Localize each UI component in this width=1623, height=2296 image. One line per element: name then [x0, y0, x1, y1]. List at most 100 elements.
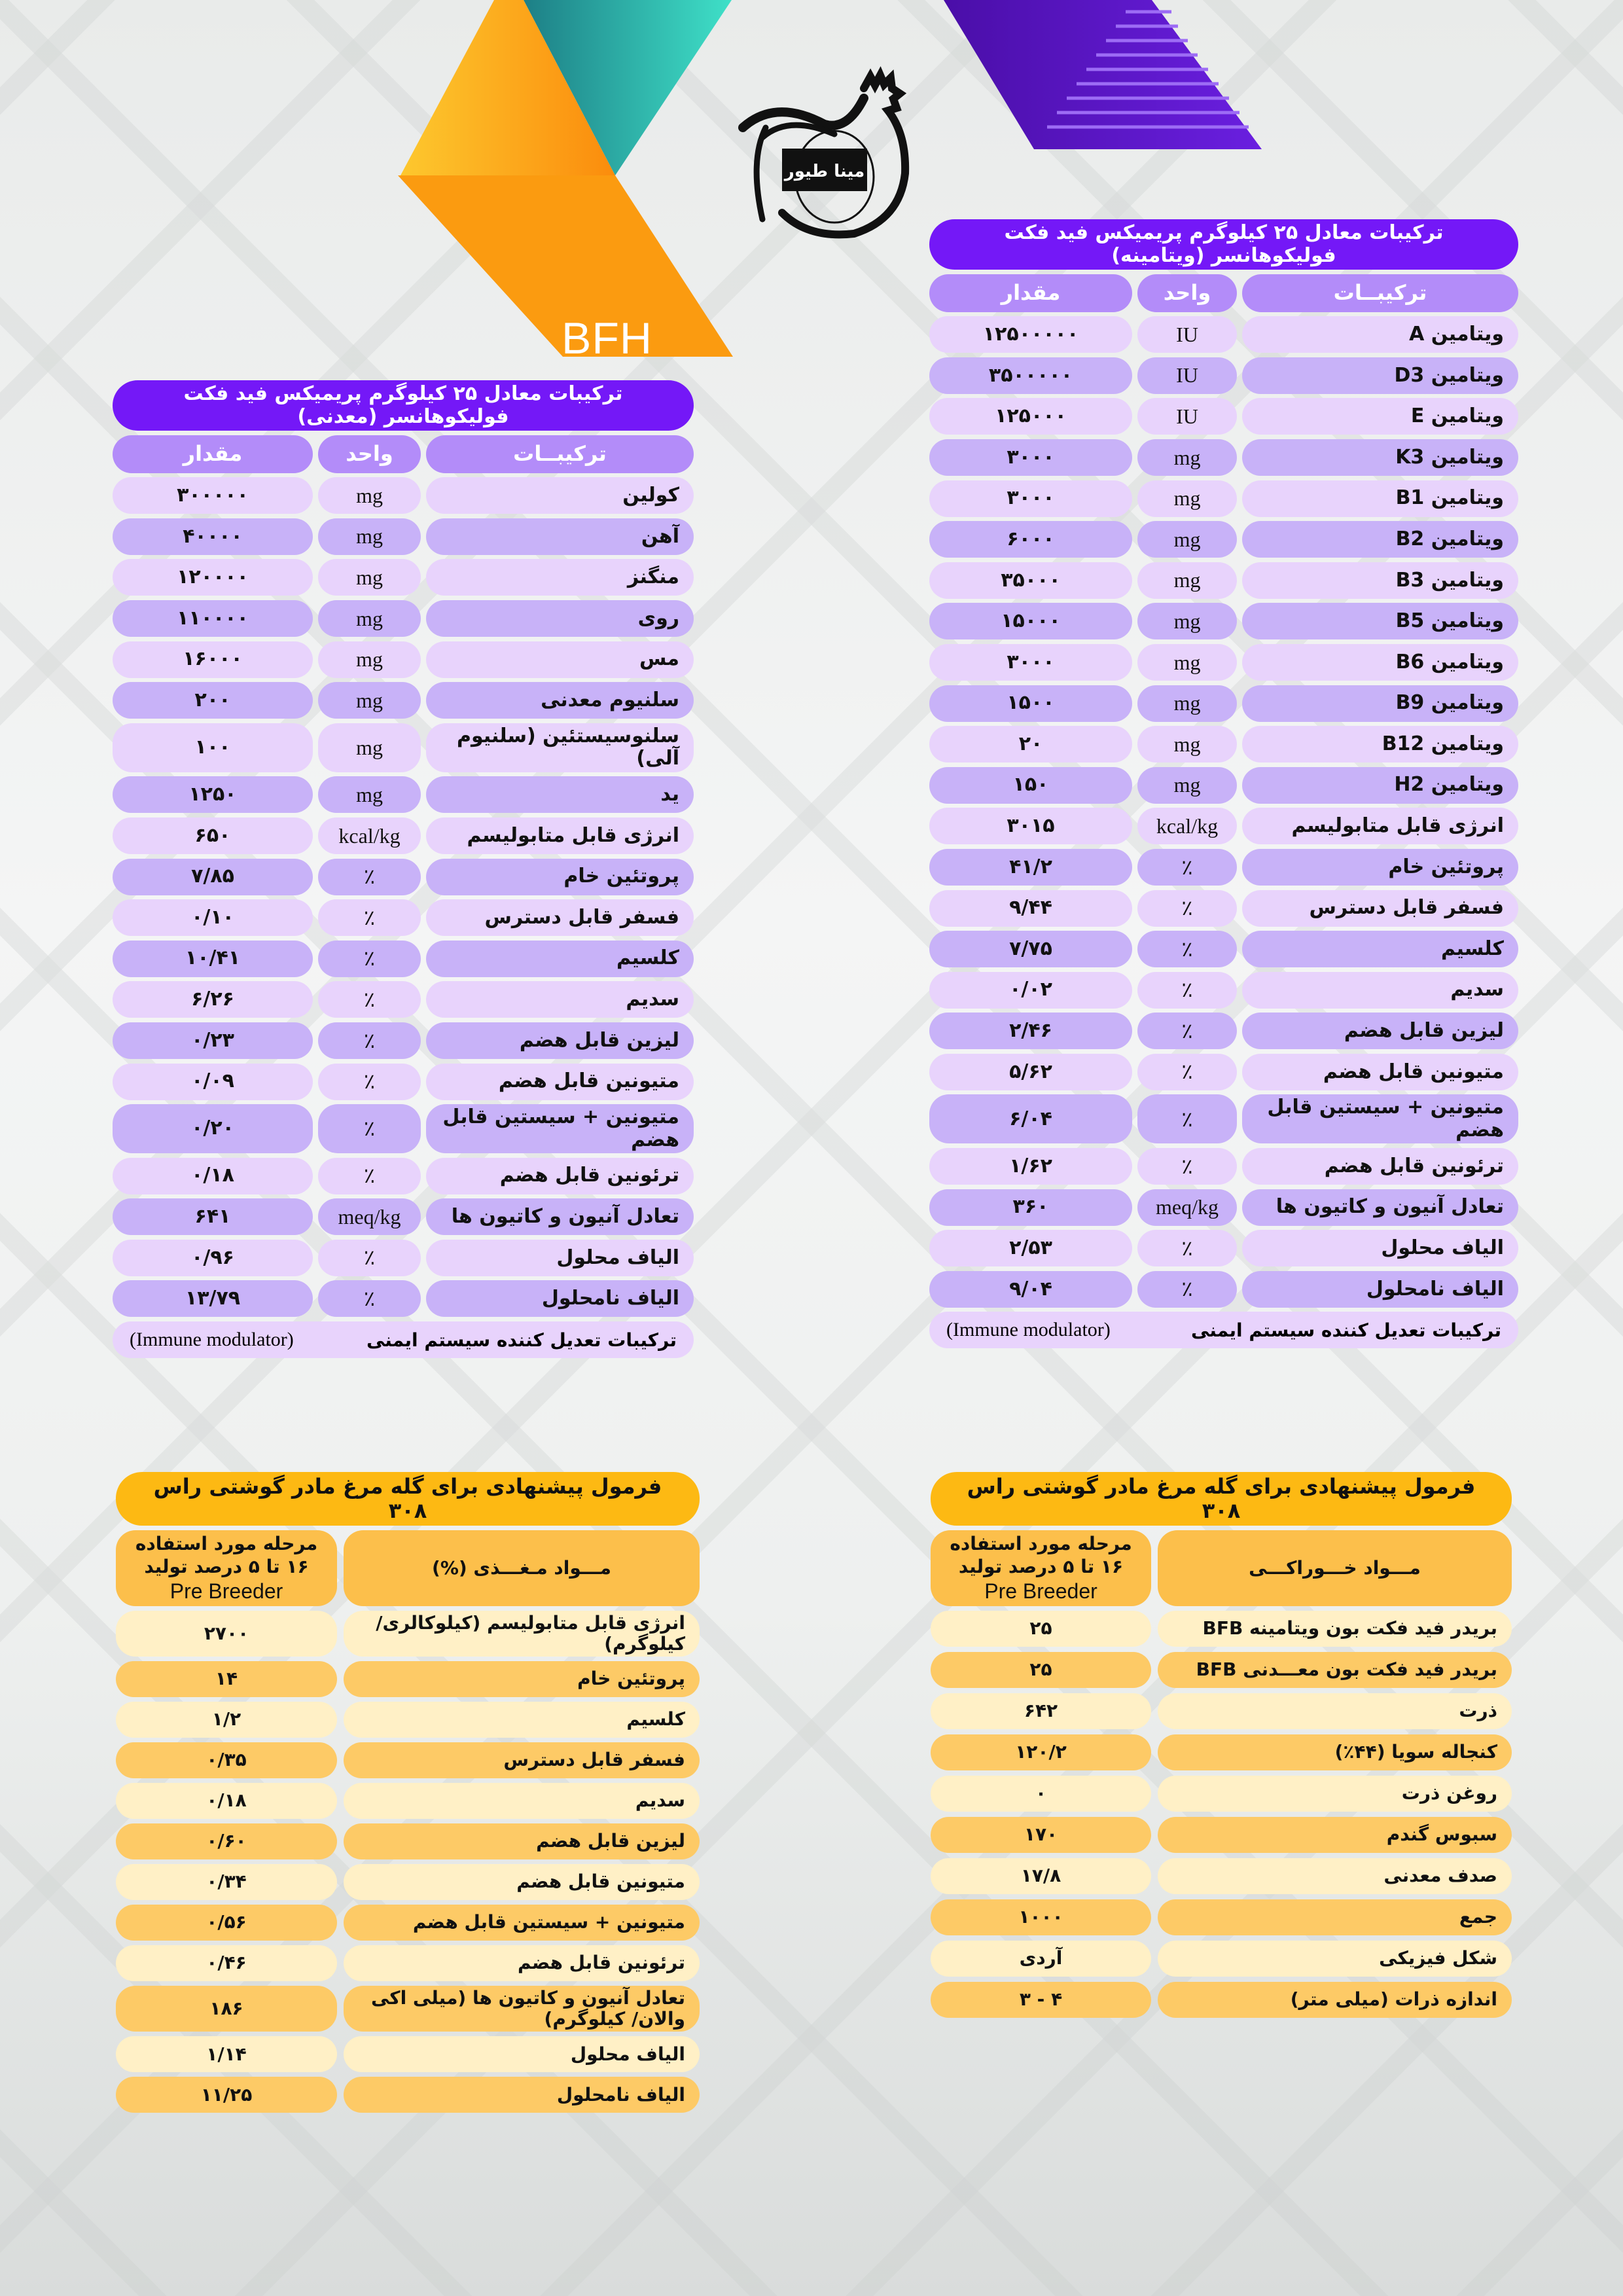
cell-value: ۰/۱۸	[113, 1157, 313, 1194]
cell-unit: IU	[1137, 316, 1237, 353]
cell-unit: mg	[1137, 685, 1237, 722]
cell-name: الیاف محلول	[344, 2036, 700, 2073]
cell-name: فسفر قابل دسترس	[1242, 889, 1518, 927]
column-header-ingredient: ترکیبــات	[1242, 274, 1518, 312]
cell-value: ۶/۰۴	[929, 1094, 1132, 1144]
cell-value: ۱۵۰۰	[929, 685, 1132, 722]
cell-value: ۰	[931, 1775, 1151, 1812]
cell-value: ۲۵	[931, 1651, 1151, 1688]
cell-name: انرژی قابل متابولیسم	[426, 817, 694, 854]
cell-name: صدف معدنی	[1158, 1857, 1512, 1894]
cell-unit: mg	[318, 682, 421, 719]
cell-value: ۶۵۰	[113, 817, 313, 854]
cell-unit: ٪	[1137, 1053, 1237, 1090]
cell-value: ۰/۹۶	[113, 1239, 313, 1276]
cell-name: تعادل آنیون و کاتیون ها	[1242, 1189, 1518, 1226]
cell-name: ویتامین B3	[1242, 562, 1518, 599]
stage-line-en: Pre Breeder	[169, 1579, 283, 1603]
cell-unit: ٪	[1137, 1270, 1237, 1308]
cell-name: متیونین قابل هضم	[344, 1863, 700, 1900]
cell-value: ۱۵۰۰۰	[929, 603, 1132, 640]
table-row: ترئونین قابل هضم ٪ ۰/۱۸	[113, 1157, 694, 1194]
column-header-stage: مرحله مورد استفاده ۱۶ تا ۵ درصد تولید Pr…	[116, 1530, 337, 1606]
cell-value: ۱۱۰۰۰۰	[113, 600, 313, 637]
cell-name: الیاف نامحلول	[426, 1280, 694, 1318]
cell-value: ۰/۳۴	[116, 1863, 337, 1900]
cell-value: ۱۸۶	[116, 1985, 337, 2032]
table-row: ویتامین B1 mg ۳۰۰۰	[929, 480, 1518, 517]
cell-unit: IU	[1137, 398, 1237, 435]
cell-name: کلسیم	[1242, 931, 1518, 968]
cell-name: متیونین + سیستین قابل هضم	[344, 1904, 700, 1941]
table-title: ترکیبات معادل ۲۵ کیلوگرم پریمیکس فید فکت…	[113, 380, 694, 431]
table-row: کلسیم ٪ ۱۰/۴۱	[113, 940, 694, 977]
cell-unit: IU	[1137, 357, 1237, 394]
table-row: مس mg ۱۶۰۰۰	[113, 641, 694, 678]
cell-value: ۱/۶۲	[929, 1148, 1132, 1185]
cell-value: ۰/۱۰	[113, 899, 313, 937]
cell-name: لیزین قابل هضم	[1242, 1013, 1518, 1050]
table-row: تعادل آنیون و کاتیون ها meq/kg ۳۶۰	[929, 1189, 1518, 1226]
cell-unit: ٪	[318, 940, 421, 977]
table-row: آهن mg ۴۰۰۰۰	[113, 518, 694, 555]
table-row: الیاف نامحلول ٪ ۹/۰۴	[929, 1270, 1518, 1308]
cell-value: ۱۱/۲۵	[116, 2077, 337, 2113]
table-row: پروتئین خام ٪ ۷/۸۵	[113, 858, 694, 895]
cell-value: ۶۴۲	[931, 1693, 1151, 1729]
decorative-shapes	[398, 0, 1262, 357]
stage-line: ۱۶ تا ۵ درصد تولید	[144, 1555, 309, 1577]
cell-value: ۱۶۰۰۰	[113, 641, 313, 678]
table-row: بریدر فید فکت بون معـــدنی BFB ۲۵	[931, 1651, 1512, 1688]
table-row: کنجاله سویا (۴۴٪) ۱۲۰/۲	[931, 1734, 1512, 1770]
cell-value: ۶۰۰۰	[929, 521, 1132, 558]
table-row: تعادل آنیون و کاتیون ها (میلی اکی والان/…	[116, 1985, 700, 2032]
cell-name: انرژی قابل متابولیسم	[1242, 808, 1518, 845]
column-header-amount: مقدار	[929, 274, 1132, 312]
table-row: شکل فیزیکی آردی	[931, 1940, 1512, 1977]
orange-triangle	[401, 0, 615, 175]
column-header-nutrient: مـــواد مـغـــذی (%)	[344, 1530, 700, 1606]
cell-value: ۲/۵۳	[929, 1230, 1132, 1267]
cell-name: پروتئین خام	[426, 858, 694, 895]
table-row: کلسیم ۱/۲	[116, 1701, 700, 1738]
cell-value: ۰/۰۹	[113, 1063, 313, 1100]
cell-name: پروتئین خام	[344, 1660, 700, 1697]
cell-value: ۱۵۰	[929, 766, 1132, 804]
cell-unit: ٪	[318, 1280, 421, 1318]
immune-modulator-row: ترکیبات تعدیل کننده سیستم ایمنی (Immune …	[113, 1321, 694, 1359]
cell-value: ۱۳/۷۹	[113, 1280, 313, 1318]
cell-unit: ٪	[1137, 889, 1237, 927]
cell-name: ویتامین K3	[1242, 439, 1518, 476]
mineral-premix-table: ترکیبات معادل ۲۵ کیلوگرم پریمیکس فید فکت…	[113, 380, 694, 1359]
table-row: متیونین قابل هضم ۰/۳۴	[116, 1863, 700, 1900]
cell-name: انرژی قابل متابولیسم (کیلوکالری/کیلوگرم)	[344, 1610, 700, 1657]
table-row: ویتامین E IU ۱۲۵۰۰۰	[929, 398, 1518, 435]
cell-name: الیاف محلول	[1242, 1230, 1518, 1267]
cell-value: ۵/۶۲	[929, 1053, 1132, 1090]
cell-value: ۱/۱۴	[116, 2036, 337, 2073]
table-row: سلنیوم معدنی mg ۲۰۰	[113, 682, 694, 719]
cell-name: کنجاله سویا (۴۴٪)	[1158, 1734, 1512, 1770]
table-row: متیونین + سیستین قابل هضم ٪ ۶/۰۴	[929, 1094, 1518, 1144]
cell-name: آهن	[426, 518, 694, 555]
cell-value: ۱/۲	[116, 1701, 337, 1738]
cell-unit: ٪	[1137, 1148, 1237, 1185]
table-row: فسفر قابل دسترس ۰/۳۵	[116, 1742, 700, 1778]
stage-line: ۱۶ تا ۵ درصد تولید	[958, 1555, 1124, 1577]
cell-unit: ٪	[318, 899, 421, 937]
table-row: الیاف محلول ٪ ۲/۵۳	[929, 1230, 1518, 1267]
stage-line: مرحله مورد استفاده	[950, 1532, 1132, 1554]
cell-value: ۹/۰۴	[929, 1270, 1132, 1308]
cell-name: ویتامین B6	[1242, 643, 1518, 681]
vitamin-premix-table: ترکیبات معادل ۲۵ کیلوگرم پریمیکس فید فکت…	[929, 219, 1518, 1349]
cell-unit: ٪	[1137, 931, 1237, 968]
immune-modulator-en: (Immune modulator)	[130, 1329, 294, 1351]
table-row: ویتامین B2 mg ۶۰۰۰	[929, 521, 1518, 558]
cell-unit: ٪	[318, 1104, 421, 1154]
teal-triangle	[524, 0, 732, 175]
cell-value: ۱۲۰۰۰۰	[113, 559, 313, 596]
cell-name: ویتامین B9	[1242, 685, 1518, 722]
logo-text: مینا طیور	[783, 162, 865, 181]
table-row: ویتامین B5 mg ۱۵۰۰۰	[929, 603, 1518, 640]
table-row: ویتامین D3 IU ۳۵۰۰۰۰۰	[929, 357, 1518, 394]
